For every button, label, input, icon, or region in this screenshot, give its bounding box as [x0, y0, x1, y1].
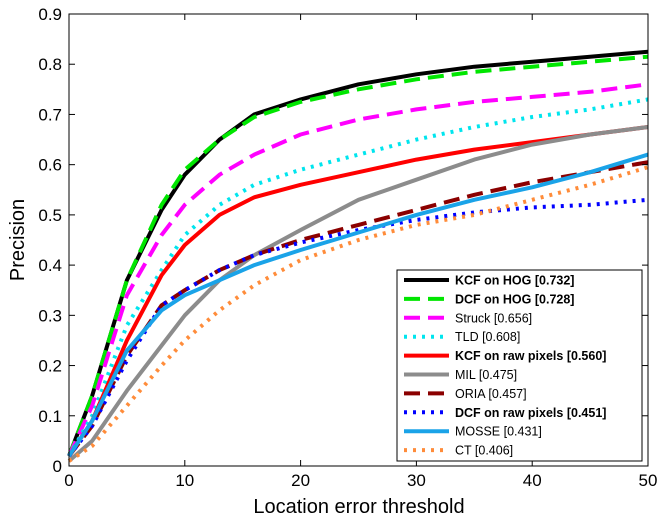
- series-line-5: [67, 125, 649, 458]
- legend-label-4: TLD [0.608]: [455, 330, 520, 344]
- legend-label-2: DCF on HOG [0.728]: [455, 292, 574, 306]
- legend-box: [396, 269, 643, 462]
- y-tick-label: 0.6: [38, 156, 62, 175]
- y-tick-label: 0.7: [38, 105, 62, 124]
- legend-label-3: Struck [0.656]: [455, 311, 532, 325]
- y-tick-label: 0.9: [38, 5, 62, 24]
- x-tick-label: 0: [64, 471, 73, 490]
- y-tick-label: 0: [53, 457, 62, 476]
- y-tick-label: 0.1: [38, 407, 62, 426]
- y-tick-label: 0.5: [38, 206, 62, 225]
- series-line-8: [67, 197, 649, 458]
- series-line-4: [67, 97, 649, 457]
- x-tick-label: 20: [291, 471, 310, 490]
- series-line-7: [67, 160, 649, 458]
- y-tick-label: 0.3: [38, 306, 62, 325]
- y-tick-label: 0.4: [38, 256, 62, 275]
- axes-layer: 0 10 20 30 40 50 0 0.1 0.2 0.3 0.4 0.5 0.6 0.7 0.8 0.9: [38, 5, 657, 490]
- x-axis-label: Location error threshold: [253, 496, 464, 518]
- legend-label-10: CT [0.406]: [455, 444, 513, 458]
- x-tick-label: 50: [639, 471, 658, 490]
- series-line-3: [67, 82, 649, 457]
- series-line-6: [67, 125, 649, 463]
- legend-label-9: MOSSE [0.431]: [455, 425, 542, 439]
- y-tick-label: 0.8: [38, 55, 62, 74]
- y-tick-label: 0.2: [38, 357, 62, 376]
- x-tick-label: 40: [523, 471, 542, 490]
- legend-label-5: KCF on raw pixels [0.560]: [455, 349, 606, 363]
- legend-label-1: KCF on HOG [0.732]: [455, 274, 574, 288]
- series-layer: [67, 49, 649, 463]
- legend-label-7: ORIA [0.457]: [455, 387, 527, 401]
- series-line-2: [67, 54, 649, 457]
- x-tick-label: 30: [407, 471, 426, 490]
- legend-label-8: DCF on raw pixels [0.451]: [455, 406, 606, 420]
- legend: KCF on HOG [0.732] DCF on HOG [0.728] Stru…: [396, 269, 643, 462]
- axes-frame: [68, 13, 649, 467]
- legend-label-6: MIL [0.475]: [455, 368, 517, 382]
- x-tick-label: 10: [175, 471, 194, 490]
- series-line-9: [67, 152, 649, 458]
- y-axis-label: Precision: [7, 199, 29, 281]
